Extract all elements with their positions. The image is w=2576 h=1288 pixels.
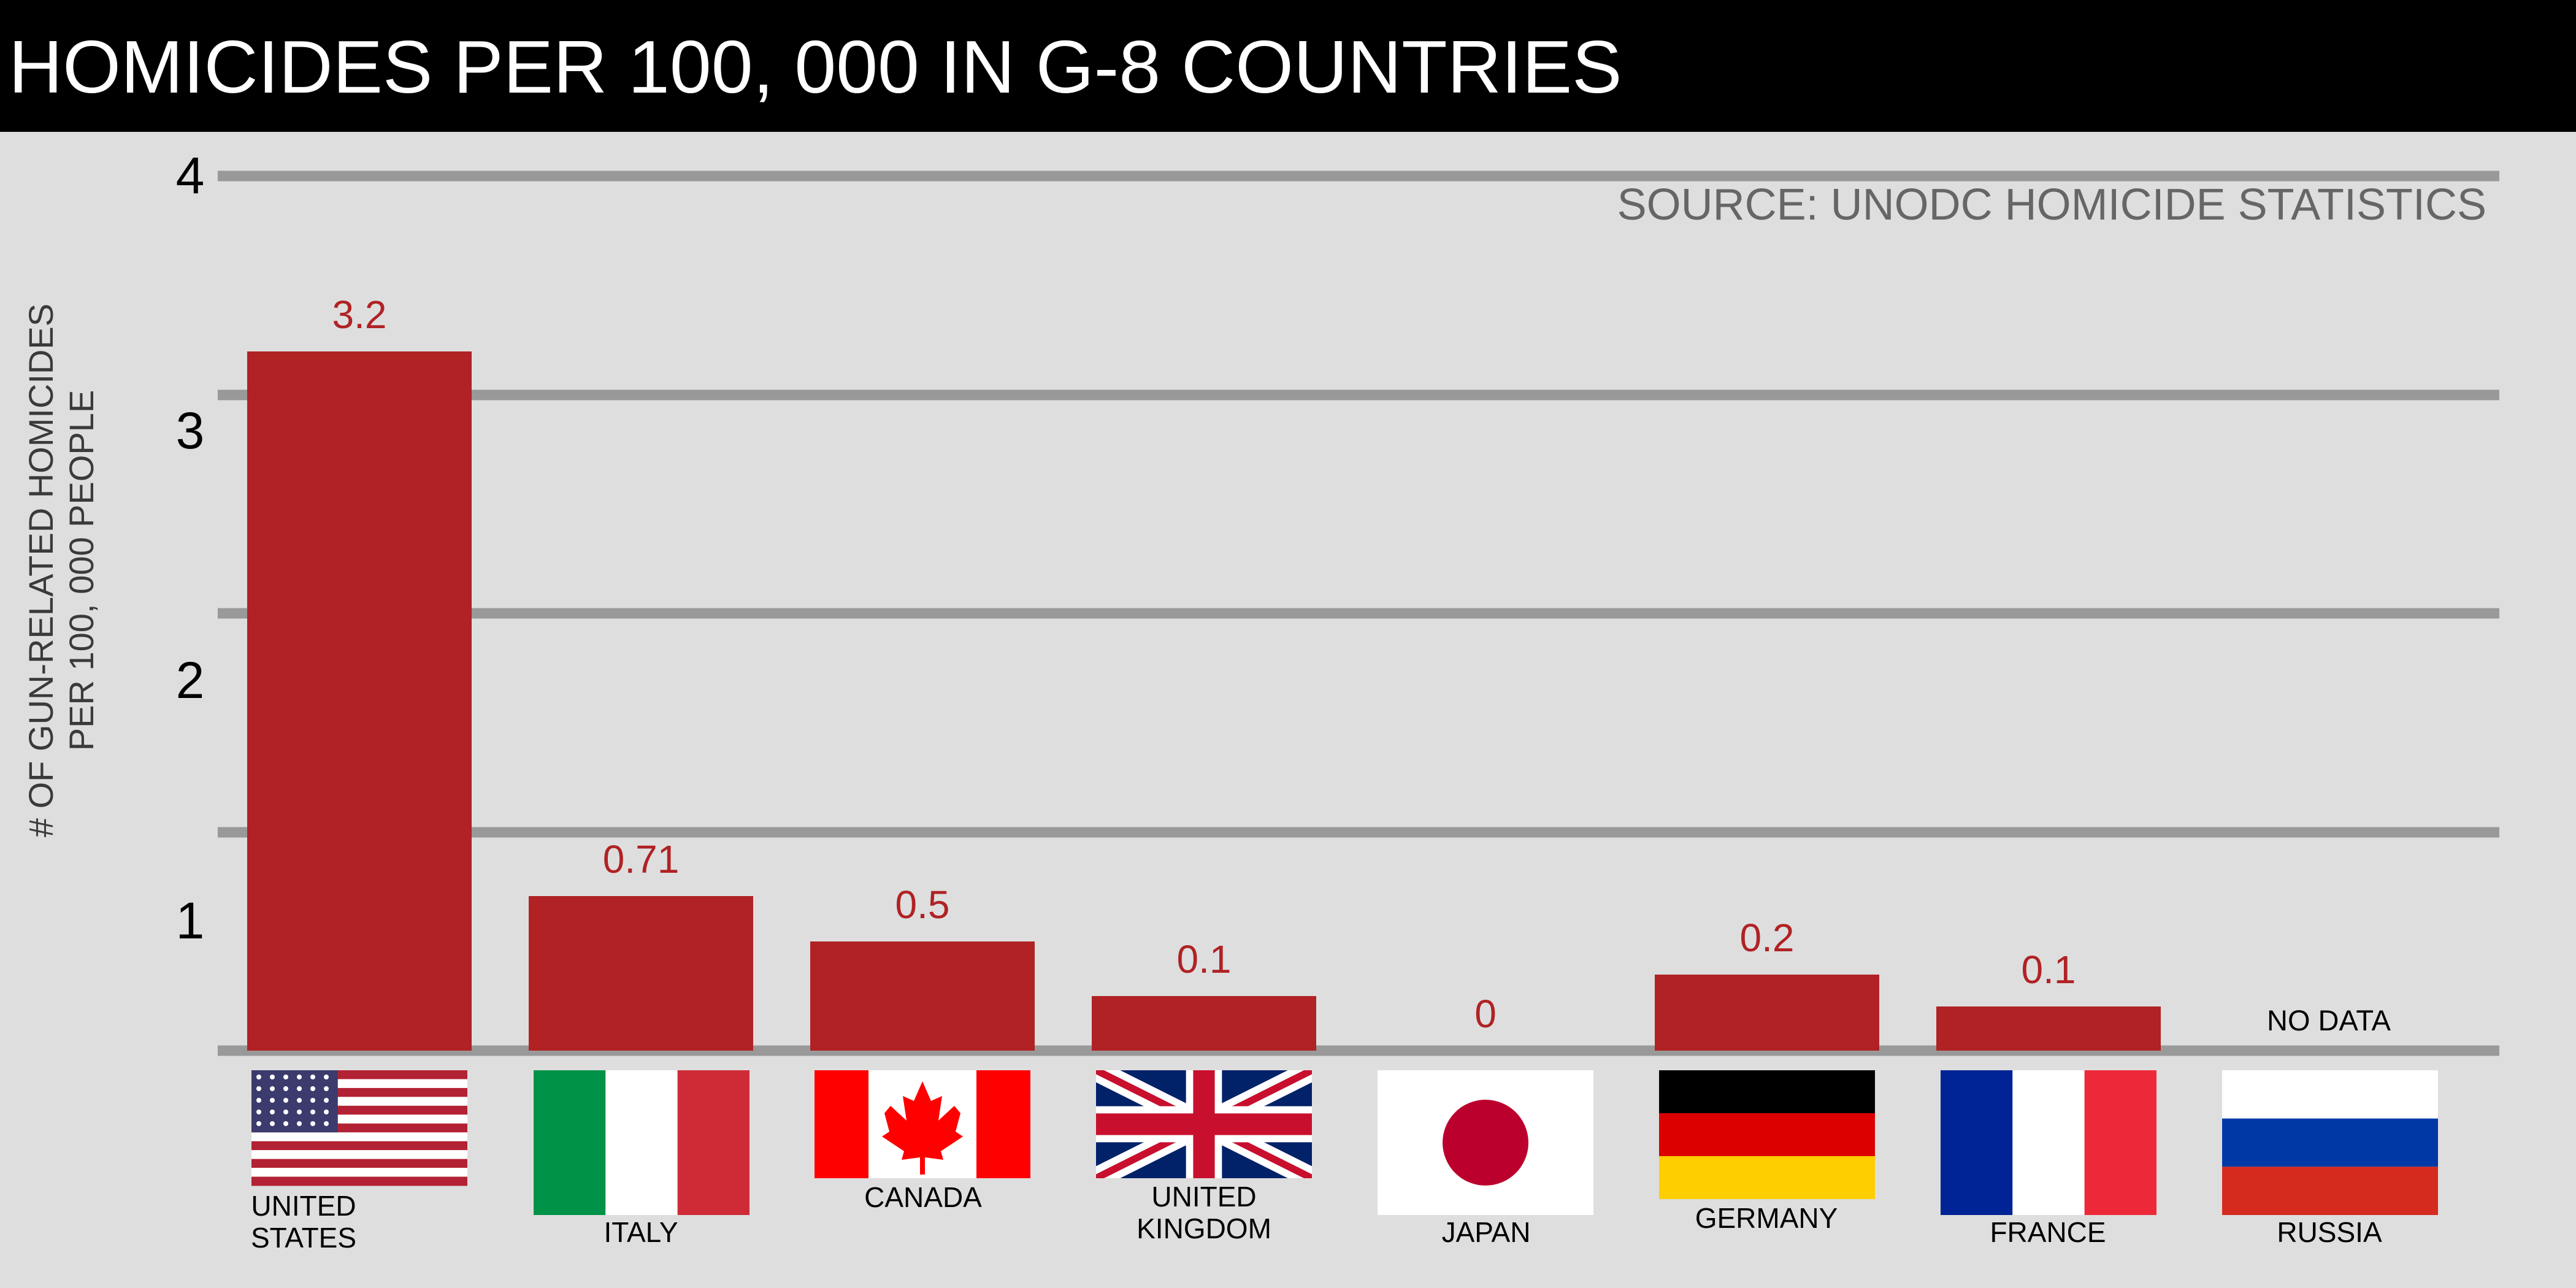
bar xyxy=(1092,996,1316,1051)
value-label: 0.2 xyxy=(1740,916,1795,960)
y-axis-label-line-2: PER 100, 000 PEOPLE xyxy=(62,389,101,751)
category-label-canada: CANADA xyxy=(864,1181,982,1213)
title-bar: HOMICIDES PER 100, 000 IN G-8 COUNTRIES xyxy=(0,0,2576,132)
value-label: 3.2 xyxy=(332,293,387,337)
value-label: 0.1 xyxy=(1177,937,1232,981)
bar xyxy=(1655,975,1879,1051)
y-tick-label: 4 xyxy=(176,147,205,204)
canada-flag-icon xyxy=(815,1070,1030,1178)
usa-flag-icon xyxy=(251,1070,467,1186)
category-label-japan: JAPAN xyxy=(1441,1216,1531,1248)
category-label-italy: ITALY xyxy=(604,1216,678,1248)
italy-flag-icon xyxy=(534,1070,749,1215)
bar xyxy=(529,896,753,1051)
source-note: SOURCE: UNODC HOMICIDE STATISTICS xyxy=(1617,180,2486,229)
category-label-france: FRANCE xyxy=(1990,1216,2106,1248)
germany-flag-icon xyxy=(1659,1070,1875,1199)
bar xyxy=(247,351,472,1051)
no-data-label: NO DATA xyxy=(2267,1004,2391,1037)
value-labels: 3.2 0.71 0.5 0.1 0 0.2 0.1 xyxy=(332,293,2076,1036)
bar xyxy=(1936,1006,2161,1051)
value-label: 0.5 xyxy=(895,883,950,927)
flags xyxy=(251,1070,2438,1215)
category-label-germany: GERMANY xyxy=(1695,1202,1838,1234)
y-axis-label-line-1: # OF GUN-RELATED HOMICIDES xyxy=(21,303,60,838)
france-flag-icon xyxy=(1941,1070,2156,1215)
y-axis-ticks: 1 2 3 4 xyxy=(176,147,205,949)
y-tick-label: 2 xyxy=(176,651,205,709)
value-label: 0.71 xyxy=(603,837,680,881)
bars xyxy=(247,351,2161,1051)
y-tick-label: 1 xyxy=(176,892,205,949)
category-label-united-kingdom: UNITED KINGDOM xyxy=(1137,1181,1271,1244)
japan-flag-icon xyxy=(1378,1070,1593,1215)
value-label: 0 xyxy=(1474,992,1497,1036)
russia-flag-icon xyxy=(2222,1070,2438,1215)
bar xyxy=(810,941,1035,1051)
chart-title: HOMICIDES PER 100, 000 IN G-8 COUNTRIES xyxy=(9,25,1622,109)
category-label-united-states: UNITED STATES xyxy=(250,1190,357,1254)
uk-flag-icon xyxy=(1096,1070,1313,1179)
y-axis-label: # OF GUN-RELATED HOMICIDES PER 100, 000 … xyxy=(21,264,144,877)
y-tick-label: 3 xyxy=(176,402,205,459)
value-label: 0.1 xyxy=(2022,948,2076,992)
category-label-russia: RUSSIA xyxy=(2277,1216,2382,1248)
